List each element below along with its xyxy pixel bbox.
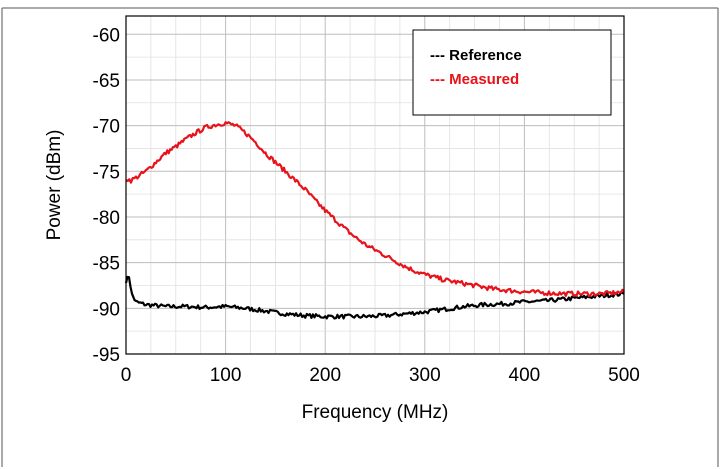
y-tick-label: -85	[93, 254, 120, 275]
x-tick-label: 200	[309, 365, 341, 386]
x-tick-label: 300	[409, 365, 441, 386]
legend-box	[412, 29, 612, 116]
y-tick-label: -65	[93, 71, 120, 92]
y-tick-label: -90	[93, 299, 120, 320]
x-tick-label: 0	[121, 365, 132, 386]
series-line-measured	[125, 121, 625, 298]
y-tick-label: -80	[93, 208, 120, 229]
legend-entry-measured: --- Measured	[430, 71, 519, 88]
legend: --- Reference --- Measured	[412, 29, 612, 116]
series-line-reference	[124, 275, 625, 320]
y-tick-label: -75	[93, 162, 120, 183]
x-tick-label: 100	[210, 365, 242, 386]
y-tick-label: -95	[93, 345, 120, 366]
y-tick-label: -70	[93, 117, 120, 138]
series-layer	[124, 121, 625, 320]
y-axis-title: Power (dBm)	[44, 130, 65, 241]
plot-border	[125, 15, 625, 355]
x-tick-label: 500	[608, 365, 640, 386]
tick-labels: 0 100 200 300 400 500 -60 -65 -70 -75 -80 -85 -90 -95	[93, 25, 640, 386]
x-tick-label: 400	[509, 365, 541, 386]
x-axis-title: Frequency (MHz)	[302, 402, 449, 423]
y-tick-label: -60	[93, 25, 120, 46]
legend-entry-reference: --- Reference	[430, 47, 522, 64]
